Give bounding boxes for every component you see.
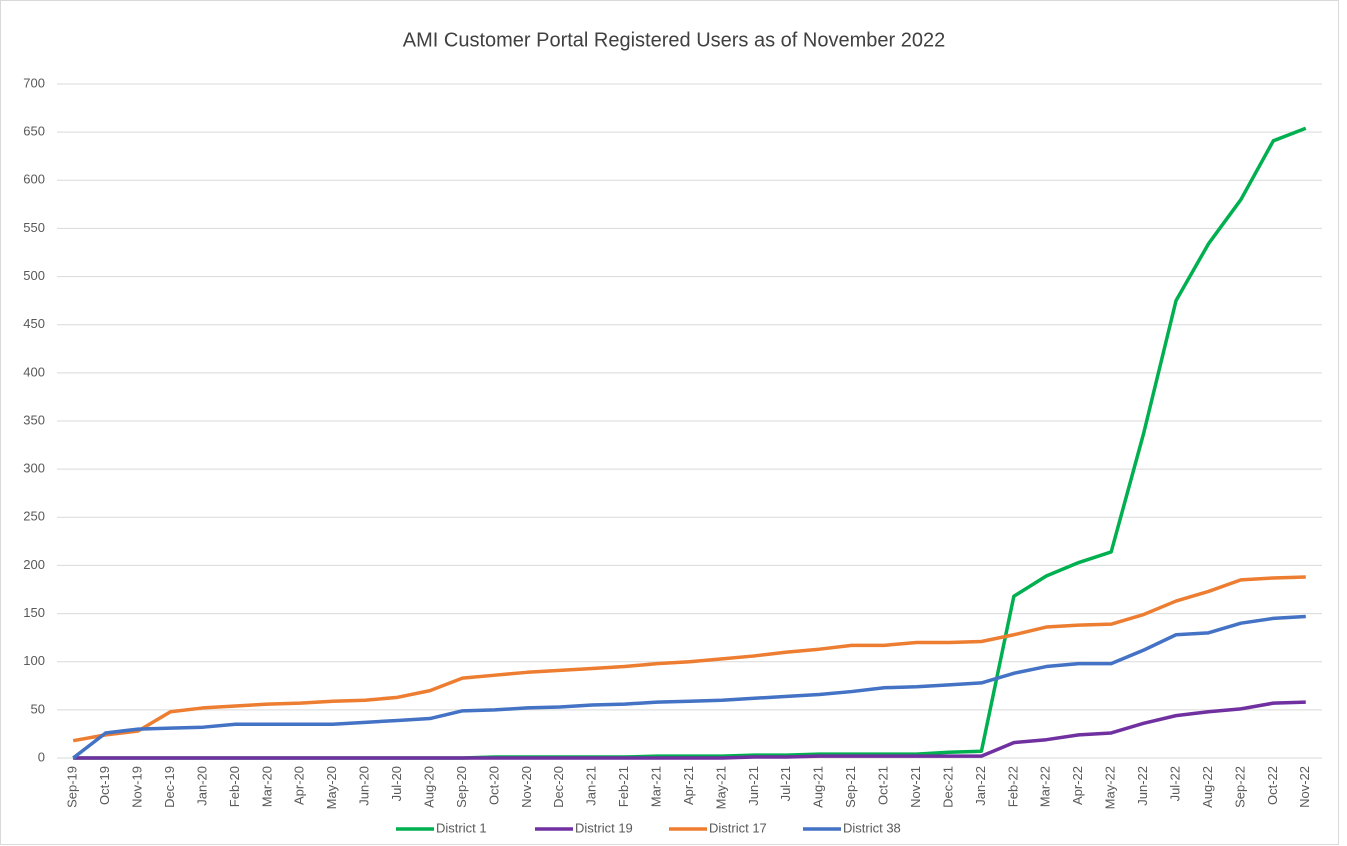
x-tick-label: Feb-20	[227, 766, 242, 807]
y-tick-label: 400	[23, 364, 45, 379]
series-line	[72, 614, 1306, 760]
x-tick-label: Mar-22	[1038, 766, 1053, 807]
series-line	[73, 700, 1306, 760]
x-tick-label: Jun-22	[1135, 766, 1150, 806]
y-tick-label: 350	[23, 412, 45, 427]
x-tick-label: Mar-20	[259, 766, 274, 807]
legend-label: District 1	[436, 820, 487, 835]
y-tick-label: 450	[23, 316, 45, 331]
x-tick-label: Jul-21	[778, 766, 793, 801]
x-tick-label: Aug-22	[1200, 766, 1215, 808]
x-tick-label: Feb-21	[616, 766, 631, 807]
x-tick-label: Oct-19	[97, 766, 112, 805]
x-tick-label: Nov-19	[130, 766, 145, 808]
x-tick-label: Jun-21	[746, 766, 761, 806]
x-tick-label: Nov-22	[1297, 766, 1312, 808]
x-tick-label: Oct-20	[486, 766, 501, 805]
x-tick-label: Sep-20	[454, 766, 469, 808]
x-tick-label: Jan-20	[194, 766, 209, 806]
x-tick-label: Sep-19	[65, 766, 80, 808]
y-tick-label: 500	[23, 268, 45, 283]
y-tick-label: 0	[38, 749, 45, 764]
legend-label: District 38	[843, 820, 901, 835]
x-tick-label: Apr-22	[1070, 766, 1085, 805]
x-tick-label: Jun-20	[357, 766, 372, 806]
y-tick-label: 700	[23, 75, 45, 90]
x-tick-label: Apr-21	[681, 766, 696, 805]
x-tick-label: Jul-20	[389, 766, 404, 801]
x-tick-label: Dec-20	[551, 766, 566, 808]
legend-label: District 19	[575, 820, 633, 835]
x-tick-label: Mar-21	[649, 766, 664, 807]
x-tick-label: May-20	[324, 766, 339, 809]
x-tick-label: Aug-20	[421, 766, 436, 808]
x-tick-label: Nov-21	[908, 766, 923, 808]
x-tick-label: Feb-22	[1005, 766, 1020, 807]
x-tick-label: Sep-21	[843, 766, 858, 808]
y-tick-label: 50	[31, 701, 45, 716]
x-tick-label: Aug-21	[811, 766, 826, 808]
x-tick-label: May-22	[1103, 766, 1118, 809]
x-tick-label: Oct-22	[1265, 766, 1280, 805]
y-tick-label: 100	[23, 653, 45, 668]
x-tick-label: Oct-21	[876, 766, 891, 805]
x-tick-label: May-21	[713, 766, 728, 809]
y-tick-label: 300	[23, 461, 45, 476]
x-tick-label: Dec-19	[162, 766, 177, 808]
x-tick-label: Apr-20	[292, 766, 307, 805]
y-tick-label: 150	[23, 605, 45, 620]
x-tick-label: Sep-22	[1232, 766, 1247, 808]
y-tick-label: 550	[23, 220, 45, 235]
y-tick-label: 600	[23, 172, 45, 187]
series-line	[72, 575, 1306, 743]
y-tick-label: 200	[23, 557, 45, 572]
x-tick-label: Jan-22	[973, 766, 988, 806]
x-tick-label: Nov-20	[519, 766, 534, 808]
legend-label: District 17	[709, 820, 767, 835]
x-tick-label: Dec-21	[940, 766, 955, 808]
x-tick-label: Jan-21	[584, 766, 599, 806]
y-tick-label: 650	[23, 124, 45, 139]
x-tick-label: Jul-22	[1167, 766, 1182, 801]
y-tick-label: 250	[23, 509, 45, 524]
chart-title: AMI Customer Portal Registered Users as …	[403, 29, 945, 51]
